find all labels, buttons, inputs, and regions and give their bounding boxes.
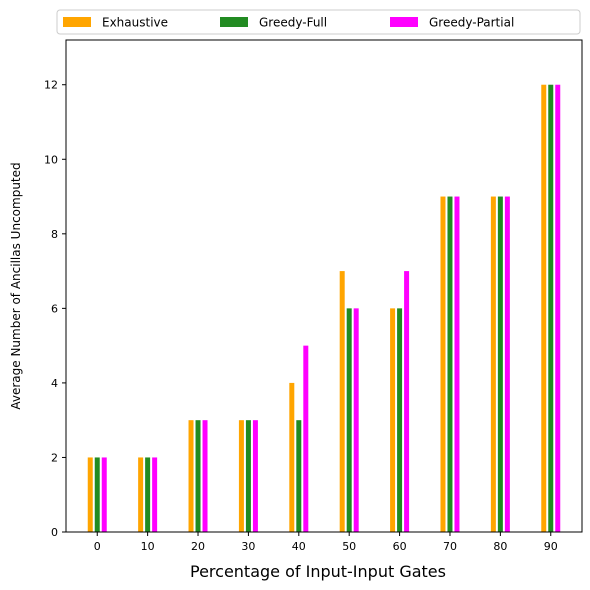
bar-exhaustive	[440, 196, 446, 532]
bar-greedy-full	[447, 196, 453, 532]
bar-greedy-partial	[202, 420, 208, 532]
bar-exhaustive	[188, 420, 194, 532]
x-tick-label: 40	[292, 540, 306, 553]
bar-greedy-full	[245, 420, 251, 532]
bar-greedy-full	[296, 420, 302, 532]
axes: 0 2 4 6 8 10 12 0 10 20 30 40 50 60 70 80 90	[44, 39, 583, 553]
bar-greedy-full	[346, 308, 352, 532]
bar-greedy-partial	[404, 271, 410, 532]
x-tick-label: 20	[191, 540, 205, 553]
bar-greedy-partial	[353, 308, 359, 532]
legend-label: Greedy-Partial	[429, 16, 514, 30]
legend-swatch	[390, 17, 418, 27]
bar-greedy-partial	[555, 84, 561, 533]
y-tick-label: 0	[51, 526, 58, 539]
bar-exhaustive	[87, 457, 93, 532]
x-tick-label: 90	[544, 540, 558, 553]
y-tick-label: 4	[51, 377, 58, 390]
bars	[87, 84, 561, 533]
bar-greedy-full	[497, 196, 503, 532]
y-tick-label: 8	[51, 228, 58, 241]
bar-greedy-partial	[454, 196, 460, 532]
x-tick-label: 50	[342, 540, 356, 553]
x-axis-label: Percentage of Input-Input Gates	[190, 562, 446, 581]
y-tick-label: 6	[51, 302, 58, 315]
legend-label: Greedy-Full	[259, 16, 327, 30]
x-tick-label: 0	[94, 540, 101, 553]
bar-greedy-full	[94, 457, 100, 532]
bar-greedy-partial	[303, 345, 309, 532]
y-tick-label: 2	[51, 451, 58, 464]
bar-greedy-full	[145, 457, 151, 532]
legend-label: Exhaustive	[102, 16, 168, 30]
x-tick-label: 80	[493, 540, 507, 553]
bar-greedy-full	[548, 84, 554, 533]
x-tick-label: 30	[241, 540, 255, 553]
x-tick-label: 60	[393, 540, 407, 553]
bar-greedy-full	[195, 420, 201, 532]
plot-frame	[65, 39, 583, 533]
bar-exhaustive	[339, 271, 345, 532]
x-tick-label: 70	[443, 540, 457, 553]
bar-exhaustive	[490, 196, 496, 532]
bar-greedy-partial	[252, 420, 258, 532]
legend-box	[56, 9, 581, 35]
x-tick-label: 10	[141, 540, 155, 553]
y-tick-label: 10	[44, 153, 58, 166]
bar-exhaustive	[541, 84, 547, 533]
legend-swatch	[220, 17, 248, 27]
bar-greedy-full	[397, 308, 403, 532]
bar-greedy-partial	[504, 196, 510, 532]
y-axis-label: Average Number of Ancillas Uncomputed	[9, 162, 23, 409]
legend-swatch	[63, 17, 91, 27]
bar-exhaustive	[238, 420, 244, 532]
y-tick-label: 12	[44, 79, 58, 92]
bar-exhaustive	[289, 382, 295, 532]
legend: Exhaustive Greedy-Full Greedy-Partial	[56, 9, 581, 35]
bar-exhaustive	[390, 308, 396, 532]
bar-greedy-partial	[152, 457, 158, 532]
bar-greedy-partial	[101, 457, 107, 532]
bar-exhaustive	[138, 457, 144, 532]
